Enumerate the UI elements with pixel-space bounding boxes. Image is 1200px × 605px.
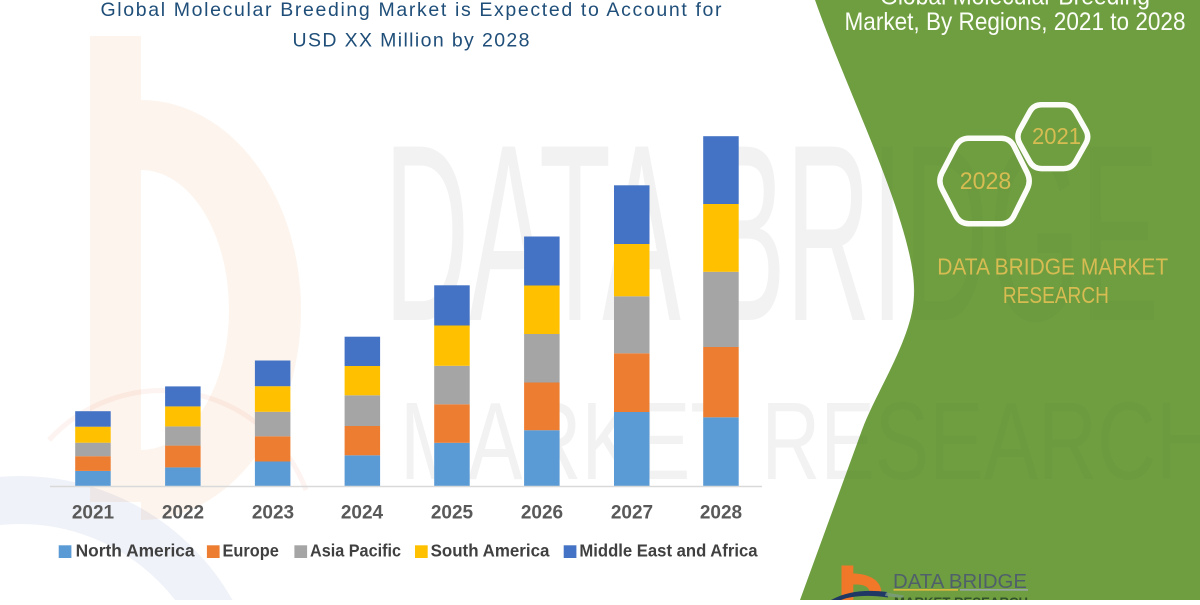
svg-text:2028: 2028 <box>700 503 742 524</box>
svg-text:2028: 2028 <box>960 168 1012 195</box>
svg-text:Europe: Europe <box>223 541 280 561</box>
svg-text:RESEARCH: RESEARCH <box>1003 282 1109 308</box>
svg-text:2024: 2024 <box>341 503 384 524</box>
svg-text:DATA BRIDGE: DATA BRIDGE <box>893 570 1027 593</box>
svg-text:Market, By Regions, 2021 to 20: Market, By Regions, 2021 to 2028 <box>845 8 1186 36</box>
svg-text:North America: North America <box>76 541 195 561</box>
svg-text:Global Molecular Breeding: Global Molecular Breeding <box>880 0 1150 11</box>
svg-text:2027: 2027 <box>611 503 653 524</box>
svg-text:2023: 2023 <box>252 503 294 524</box>
svg-text:DATA BRIDGE MARKET: DATA BRIDGE MARKET <box>937 254 1168 280</box>
svg-text:South America: South America <box>431 541 550 561</box>
svg-text:2025: 2025 <box>431 503 474 524</box>
svg-text:USD XX Million by 2028: USD XX Million by 2028 <box>293 29 530 51</box>
svg-text:Asia Pacific: Asia Pacific <box>310 541 401 561</box>
svg-text:Global Molecular Breeding Mark: Global Molecular Breeding Market is Expe… <box>101 0 723 21</box>
svg-text:2021: 2021 <box>1032 123 1081 149</box>
svg-text:2022: 2022 <box>162 503 204 524</box>
svg-text:MARKET RESEARCH: MARKET RESEARCH <box>894 595 1028 601</box>
svg-text:2021: 2021 <box>72 503 115 524</box>
svg-text:Middle East and Africa: Middle East and Africa <box>579 541 757 561</box>
svg-text:MARKET RESEARCH: MARKET RESEARCH <box>400 380 1200 503</box>
svg-text:2026: 2026 <box>521 503 563 524</box>
